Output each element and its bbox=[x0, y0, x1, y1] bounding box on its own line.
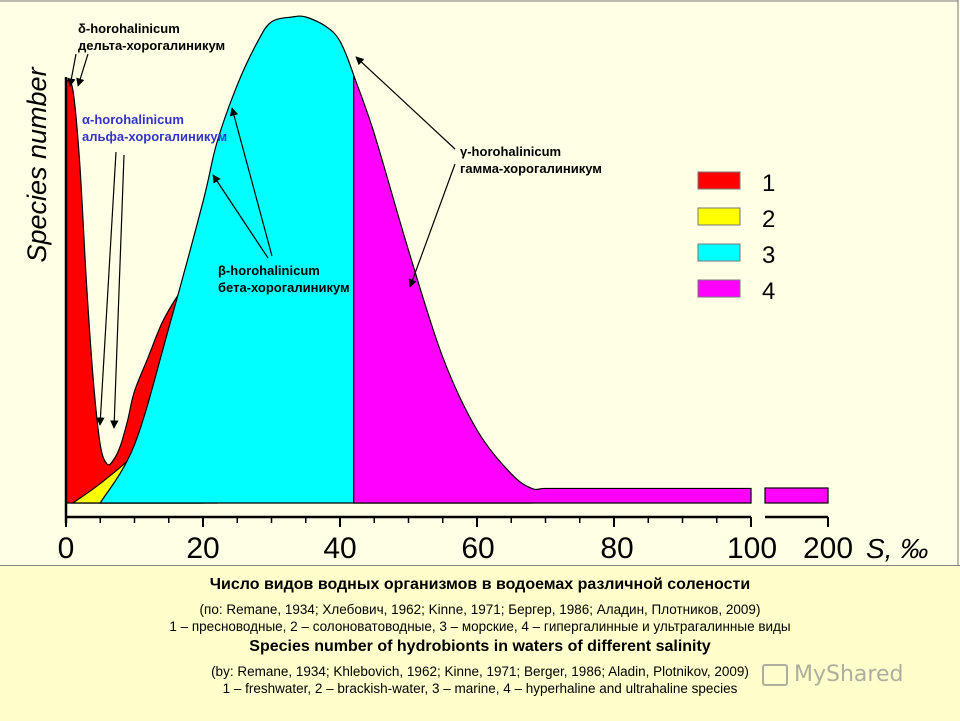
caption-legend-ru: 1 – пресноводные, 2 – солоноватоводные, … bbox=[169, 619, 791, 634]
caption-sources-ru: (по: Remane, 1934; Хлебович, 1962; Kinne… bbox=[199, 602, 761, 617]
annotation-3-latin: γ-horohalinicum bbox=[460, 144, 561, 159]
legend-label-3: 3 bbox=[762, 242, 775, 269]
annotation-arrow bbox=[67, 53, 77, 87]
annotation-arrow bbox=[408, 163, 456, 288]
x-tick-label: 20 bbox=[186, 532, 219, 565]
slides-icon bbox=[762, 664, 788, 686]
series-4-area bbox=[353, 75, 752, 504]
annotation-arrow bbox=[96, 151, 117, 426]
x-tick-label: 40 bbox=[323, 532, 356, 565]
series-4-area-200 bbox=[764, 487, 829, 504]
annotation-1-russian: альфа-хорогалиникум bbox=[82, 129, 227, 144]
legend-label-2: 2 bbox=[762, 206, 775, 233]
legend-label-1: 1 bbox=[762, 170, 775, 197]
x-tick-label: 100 bbox=[727, 532, 777, 565]
annotation-arrow bbox=[110, 154, 125, 429]
y-axis-label: Species number bbox=[22, 66, 52, 262]
x-tick-label: 200 bbox=[803, 532, 853, 565]
annotation-1-latin: α-horohalinicum bbox=[82, 112, 184, 127]
annotation-0-russian: дельта-хорогалиникум bbox=[78, 38, 225, 53]
watermark-logo: MyShared bbox=[762, 662, 922, 688]
legend-swatch-4 bbox=[697, 279, 741, 298]
caption-title-en: Species number of hydrobionts in waters … bbox=[249, 638, 711, 655]
annotation-arrow bbox=[76, 53, 89, 87]
caption-sources-en: (by: Remane, 1934; Khlebovich, 1962; Kin… bbox=[211, 664, 749, 679]
watermark-text: MyShared bbox=[794, 662, 904, 687]
chart-area: 0 20 40 60 80 100 200 S, ‰ Species number 1 2 3 4 δ-h… bbox=[0, 0, 960, 565]
x-tick-label: 60 bbox=[461, 532, 494, 565]
caption-title-ru: Число видов водных организмов в водоемах… bbox=[209, 576, 751, 593]
annotation-arrow bbox=[212, 174, 269, 259]
legend-swatch-3 bbox=[697, 243, 741, 262]
x-axis-label: S, ‰ bbox=[866, 533, 928, 564]
annotation-arrow bbox=[229, 107, 273, 257]
x-tick-label: 80 bbox=[600, 532, 633, 565]
annotation-0-latin: δ-horohalinicum bbox=[78, 21, 180, 36]
legend-swatch-2 bbox=[697, 207, 741, 226]
annotation-2-latin: β-horohalinicum bbox=[218, 263, 320, 278]
x-tick-label: 0 bbox=[58, 532, 75, 565]
chart-svg: 0 20 40 60 80 100 200 S, ‰ Species number 1 2 3 4 δ-h… bbox=[0, 0, 959, 565]
annotation-2-russian: бета-хорогалиникум bbox=[218, 280, 350, 295]
legend-swatch-1 bbox=[697, 171, 741, 190]
caption-legend-en: 1 – freshwater, 2 – brackish-water, 3 – … bbox=[222, 681, 738, 696]
caption: Число видов водных организмов в водоемах… bbox=[0, 565, 960, 721]
legend-label-4: 4 bbox=[762, 278, 775, 305]
annotation-3-russian: гамма-хорогалиникум bbox=[460, 161, 602, 176]
annotation-arrow bbox=[355, 56, 456, 150]
